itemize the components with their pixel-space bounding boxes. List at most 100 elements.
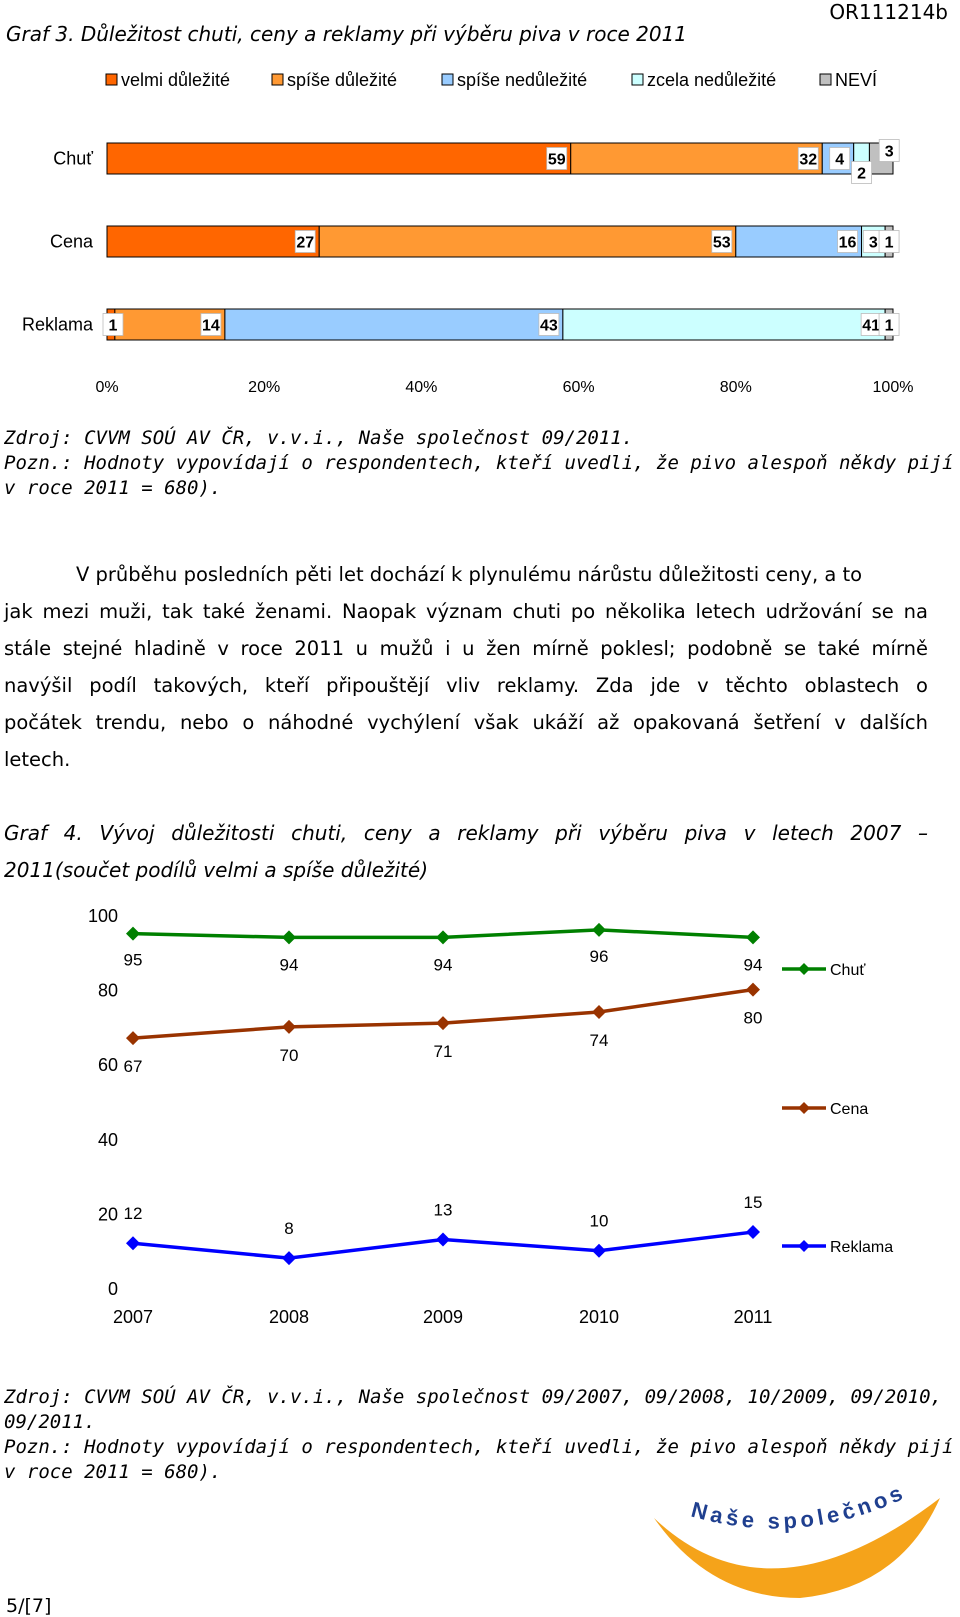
bar-value-label: 2	[857, 166, 866, 183]
graf4-note: Pozn.: Hodnoty vypovídají o respondentec…	[4, 1436, 960, 1458]
data-label: 96	[590, 947, 609, 966]
legend-label: zcela nedůležité	[647, 70, 776, 90]
bar-value-label: 27	[296, 235, 314, 252]
graf4-title: Graf 4. Vývoj důležitosti chuti, ceny a …	[4, 815, 928, 889]
line-x-tick-label: 2007	[113, 1307, 153, 1327]
line-x-tick-label: 2008	[269, 1307, 309, 1327]
line-y-tick-label: 100	[88, 906, 118, 926]
line-y-tick-label: 60	[98, 1055, 118, 1075]
legend-label: spíše důležité	[287, 70, 397, 90]
line-y-tick-label: 20	[98, 1204, 118, 1224]
series-marker	[126, 1031, 140, 1046]
paragraph-line: počátek trendu, nebo o náhodné vychýlení…	[4, 711, 928, 734]
legend-marker	[798, 1102, 810, 1114]
series-marker	[746, 930, 760, 945]
series-marker	[282, 930, 296, 945]
legend-label: velmi důležité	[121, 70, 230, 90]
bar-chart: velmi důležité spíše důležité spíše nedůle…	[22, 70, 913, 396]
legend-swatch	[441, 73, 454, 86]
logo-swoosh	[654, 1498, 940, 1598]
legend-label: NEVÍ	[835, 70, 877, 90]
series-marker	[126, 926, 140, 941]
bar-value-box	[102, 313, 124, 336]
paragraph-line: V průběhu posledních pěti let dochází k …	[76, 563, 863, 586]
graf4-source: Zdroj: CVVM SOÚ AV ČR, v.v.i., Naše spol…	[4, 1386, 942, 1408]
logo-text-path: Naše společnost	[650, 1478, 906, 1534]
bar-segment	[318, 225, 737, 258]
bar-value-box	[797, 147, 819, 170]
graf3-note-cont: v roce 2011 = 680).	[4, 477, 222, 499]
data-label: 10	[590, 1212, 609, 1231]
bar-value-label: 41	[862, 318, 880, 335]
bar-segment	[570, 142, 823, 175]
legend-label: Cena	[830, 1101, 868, 1118]
bar-value-label: 3	[869, 235, 878, 252]
data-label: 15	[744, 1193, 763, 1212]
bar-value-label: 53	[713, 235, 731, 252]
bar-value-label: 43	[540, 318, 558, 335]
series-marker	[592, 922, 606, 937]
data-label: 67	[124, 1057, 143, 1076]
paragraph-line: navýšil podíl takových, kteří připouštěj…	[4, 674, 928, 697]
series-marker	[436, 1016, 450, 1031]
bar-value-box	[851, 161, 872, 184]
series-marker	[282, 1019, 296, 1034]
series-marker	[592, 1243, 606, 1258]
legend-swatch	[631, 73, 644, 86]
line-y-tick-label: 80	[98, 981, 118, 1001]
nase-spolecnost-logo: Naše společnost	[650, 1478, 940, 1598]
bar-legend: velmi důležité spíše důležité spíše nedůle…	[105, 70, 877, 90]
data-label: 12	[124, 1204, 143, 1223]
bar-x-tick-label: 60%	[563, 379, 595, 396]
bar-category-label: Cena	[50, 232, 94, 252]
data-label: 94	[434, 955, 453, 974]
bar-segment	[562, 308, 886, 341]
line-y-ticks: 0 20 40 60 80 100	[88, 906, 118, 1299]
bar-value-box	[546, 147, 568, 170]
bar-x-tick-label: 20%	[248, 379, 280, 396]
line-x-ticks: 2007 2008 2009 2010 2011	[113, 1307, 772, 1327]
bar-value-label: 59	[548, 152, 566, 169]
bar-x-tick-label: 100%	[873, 379, 914, 396]
line-legend: Chuť Cena Reklama	[782, 962, 893, 1256]
line-x-tick-label: 2009	[423, 1307, 463, 1327]
graf3-title: Graf 3. Důležitost chuti, ceny a reklamy…	[6, 22, 688, 46]
bar-segment	[224, 308, 564, 341]
graf4-source-cont: 09/2011.	[4, 1411, 96, 1433]
body-paragraph: V průběhu posledních pěti let dochází k …	[4, 556, 928, 778]
legend-label: Chuť	[830, 962, 866, 979]
line-y-tick-label: 0	[108, 1279, 118, 1299]
bar-value-box	[878, 139, 900, 162]
bar-segment	[106, 225, 320, 258]
bar-value-box	[837, 230, 858, 253]
series-marker	[746, 982, 760, 997]
bar-value-label: 3	[885, 144, 894, 161]
series-marker	[746, 1225, 760, 1240]
data-label: 94	[280, 955, 299, 974]
bar-x-tick-label: 40%	[405, 379, 437, 396]
paragraph-line: stále stejné hladině v roce 2011 u mužů …	[4, 637, 928, 660]
data-label: 74	[590, 1031, 609, 1050]
bar-x-ticks: 0% 20% 40% 60% 80% 100%	[95, 379, 913, 396]
graf3-note: Pozn.: Hodnoty vypovídají o respondentec…	[4, 452, 960, 474]
data-label: 71	[434, 1042, 453, 1061]
legend-marker	[798, 963, 810, 975]
line-chart: 0 20 40 60 80 100 2007 2008 2009 2010 2011 95 94 94…	[88, 906, 893, 1327]
bar-value-label: 1	[885, 235, 894, 252]
bar-value-label: 14	[202, 318, 220, 335]
legend-swatch	[819, 73, 832, 86]
bar-value-box	[294, 230, 316, 253]
legend-label: Reklama	[830, 1239, 893, 1256]
series-marker	[436, 930, 450, 945]
series-marker	[436, 1232, 450, 1247]
line-series: 95 94 94 96 94 67 70 71 74 80 12 8 13 10 15	[124, 922, 763, 1266]
data-label: 8	[284, 1219, 293, 1238]
data-label: 94	[744, 955, 763, 974]
bar-category-label: Chuť	[53, 149, 93, 169]
bar-value-box	[711, 230, 733, 253]
bar-value-box	[829, 147, 851, 170]
paragraph-line: letech.	[4, 748, 71, 771]
graf4-title-line2: 2011(součet podílů velmi a spíše důležit…	[4, 858, 429, 882]
line-x-tick-label: 2010	[579, 1307, 619, 1327]
